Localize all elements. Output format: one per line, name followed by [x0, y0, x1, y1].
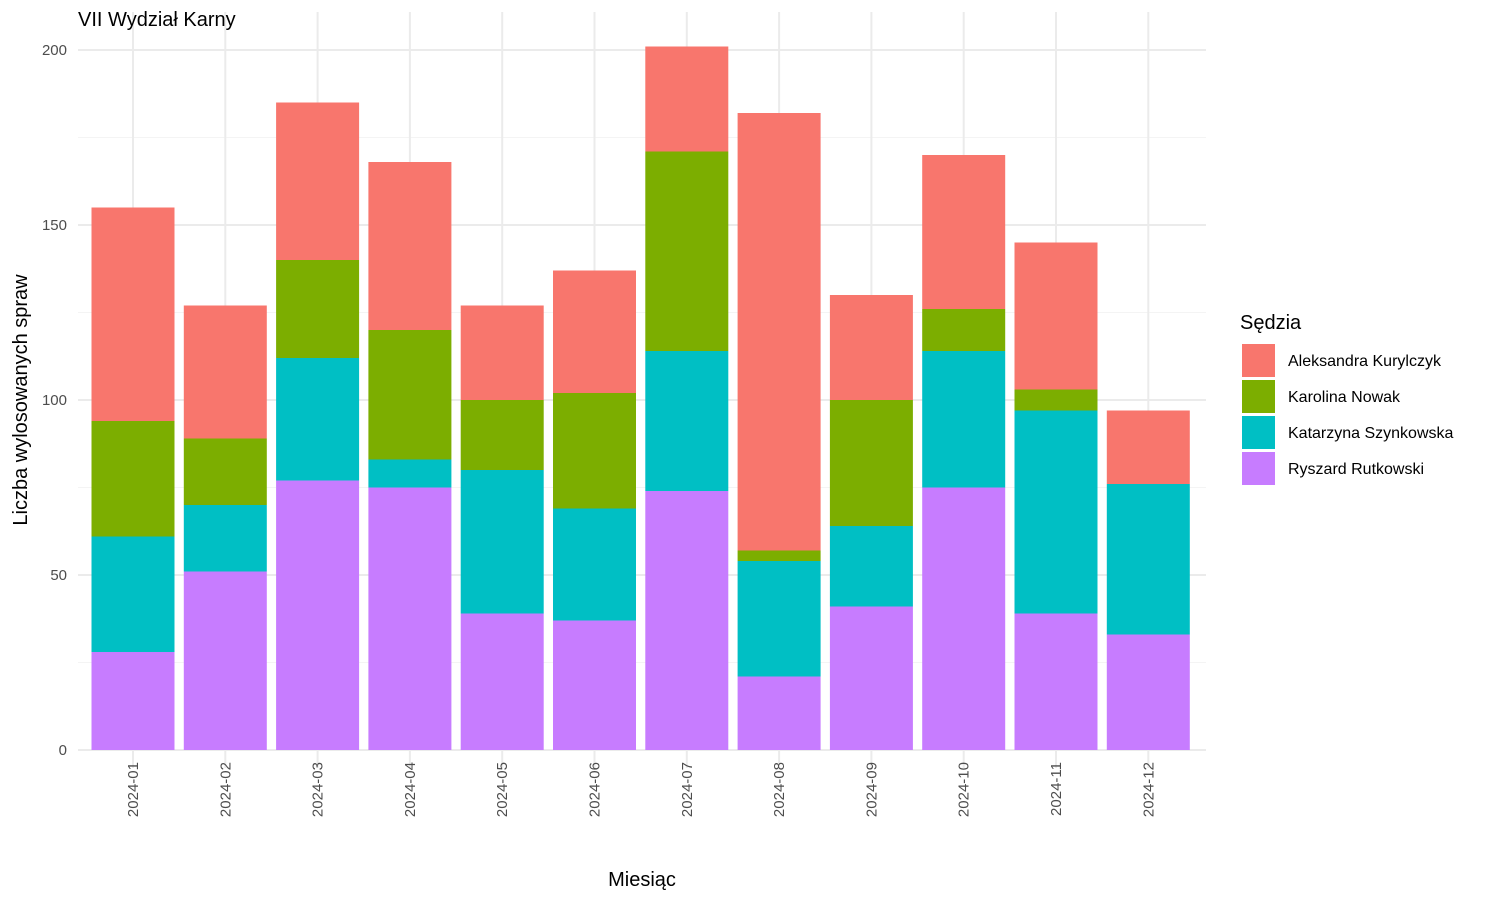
x-tick-label: 2024-05 [494, 762, 511, 817]
bar-segment [922, 155, 1006, 309]
y-tick-label: 50 [50, 567, 67, 584]
bar-segment [91, 421, 175, 537]
bar-segment [276, 102, 360, 260]
x-tick-labels: 2024-01 2024-02 2024-03 2024-04 2024-05 2024-… [125, 762, 1157, 817]
bars-layer [91, 46, 1190, 750]
bar-segment [922, 487, 1006, 750]
y-tick-label: 200 [42, 42, 67, 59]
legend-swatch [1242, 452, 1275, 485]
bar-segment [1014, 613, 1098, 750]
legend-swatch [1242, 344, 1275, 377]
legend-swatch [1242, 380, 1275, 413]
bar-segment [91, 652, 175, 750]
legend-label: Aleksandra Kurylczyk [1288, 353, 1442, 370]
bar-segment [737, 113, 821, 551]
bar-segment [368, 487, 452, 750]
y-axis-title: Liczba wylosowanych spraw [10, 274, 32, 526]
bar-segment [645, 491, 729, 750]
x-tick-label: 2024-02 [217, 762, 234, 817]
bar-segment [276, 480, 360, 750]
bar-segment [1014, 389, 1098, 411]
legend-swatch [1242, 416, 1275, 449]
bar-segment [460, 305, 544, 400]
bar-segment [276, 358, 360, 481]
bar-segment [1014, 242, 1098, 390]
bar-segment [645, 46, 729, 152]
bar-segment [460, 470, 544, 614]
bar-segment [553, 620, 636, 750]
legend-title: Sędzia [1240, 312, 1302, 334]
bar-segment [829, 295, 913, 400]
bar-segment [368, 459, 452, 488]
bar-segment [91, 536, 175, 652]
bar-segment [460, 400, 544, 470]
x-tick-label: 2024-04 [402, 762, 419, 817]
x-tick-label: 2024-12 [1140, 762, 1157, 817]
chart-title: VII Wydział Karny [78, 9, 236, 31]
bar-segment [1106, 634, 1190, 750]
bar-segment [737, 550, 821, 561]
legend-label: Karolina Nowak [1288, 389, 1401, 406]
bar-segment [737, 676, 821, 750]
bar-segment [1106, 410, 1190, 484]
x-tick-label: 2024-11 [1048, 762, 1065, 816]
bar-segment [91, 207, 175, 421]
bar-segment [645, 351, 729, 491]
x-tick-label: 2024-01 [125, 762, 142, 817]
x-tick-label: 2024-10 [956, 762, 973, 817]
bar-segment [922, 351, 1006, 488]
y-tick-label: 150 [42, 217, 67, 234]
y-tick-label: 0 [59, 742, 67, 759]
bar-segment [368, 162, 452, 330]
bar-segment [183, 305, 267, 439]
x-tick-label: 2024-08 [771, 762, 788, 817]
bar-segment [183, 438, 267, 505]
bar-segment [829, 606, 913, 750]
y-tick-label: 100 [42, 392, 67, 409]
x-axis-title: Miesiąc [608, 869, 676, 891]
x-tick-label: 2024-09 [863, 762, 880, 817]
x-tick-label: 2024-03 [310, 762, 327, 817]
y-tick-labels: 0 50 100 150 200 [42, 42, 67, 759]
bar-segment [645, 151, 729, 351]
x-tick-label: 2024-06 [587, 762, 604, 817]
bar-segment [1014, 410, 1098, 614]
bar-segment [553, 270, 636, 393]
bar-segment [829, 400, 913, 526]
bar-segment [553, 508, 636, 621]
bar-segment [460, 613, 544, 750]
legend-items: Aleksandra Kurylczyk Karolina Nowak Katarz… [1242, 344, 1454, 485]
x-tick-label: 2024-07 [679, 762, 696, 817]
bar-segment [922, 309, 1006, 351]
legend: Sędzia Aleksandra Kurylczyk Karolina Nowa… [1240, 312, 1454, 485]
legend-label: Katarzyna Szynkowska [1288, 425, 1454, 442]
bar-segment [183, 505, 267, 572]
bar-segment [368, 330, 452, 460]
bar-segment [737, 561, 821, 677]
bar-segment [829, 526, 913, 607]
bar-segment [183, 571, 267, 750]
bar-segment [553, 393, 636, 509]
bar-segment [1106, 484, 1190, 635]
bar-segment [276, 260, 360, 358]
legend-label: Ryszard Rutkowski [1288, 461, 1424, 478]
